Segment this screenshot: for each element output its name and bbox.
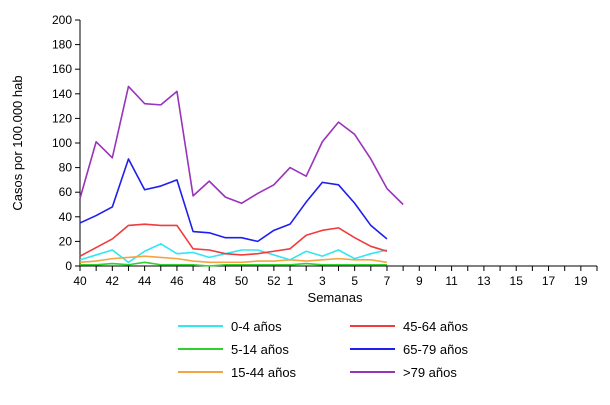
- x-tick-label: 3: [319, 274, 326, 288]
- y-tick-label: 180: [52, 38, 72, 52]
- y-tick-label: 140: [52, 87, 72, 101]
- x-axis-title: Semanas: [308, 290, 363, 305]
- y-tick-label: 120: [52, 111, 72, 125]
- series-line-0: [79, 243, 388, 264]
- x-tick-label: 48: [203, 274, 217, 288]
- x-tick-label: 1: [287, 274, 294, 288]
- x-tick-label: 40: [73, 274, 87, 288]
- y-tick-label: 40: [59, 210, 73, 224]
- legend-label-2: 15-44 años: [231, 365, 297, 380]
- x-tick-label: 15: [510, 274, 524, 288]
- x-tick-label: 44: [138, 274, 152, 288]
- chart-legend: 0-4 años 5-14 años 15-44 años 45-64 años 65-…: [178, 319, 469, 380]
- series-line-2: [79, 255, 388, 264]
- series-line-5: [79, 85, 404, 206]
- y-tick-label: 200: [52, 13, 72, 27]
- legend-label-0: 0-4 años: [231, 319, 282, 334]
- y-tick-label: 0: [65, 259, 72, 273]
- y-tick-label: 160: [52, 62, 72, 76]
- x-tick-label: 7: [384, 274, 391, 288]
- series-line-1: [80, 261, 387, 267]
- legend-label-1: 5-14 años: [231, 342, 289, 357]
- y-tick-label: 80: [59, 161, 73, 175]
- legend-label-3: 45-64 años: [403, 319, 469, 334]
- y-tick-label: 20: [59, 234, 73, 248]
- y-tick-label: 100: [52, 136, 72, 150]
- y-tick-label: 60: [59, 185, 73, 199]
- chart-series: [79, 85, 404, 267]
- x-tick-label: 19: [574, 274, 588, 288]
- x-tick-label: 17: [542, 274, 556, 288]
- x-tick-label: 42: [106, 274, 120, 288]
- series-line-3: [79, 223, 388, 257]
- x-tick-label: 46: [170, 274, 184, 288]
- chart-axes: 0 20 40 60 80 100 120 140 160 180 200 40 42 44 46 48 50 5…: [52, 13, 598, 288]
- x-tick-label: 50: [235, 274, 249, 288]
- x-tick-label: 11: [445, 274, 458, 288]
- x-tick-label: 5: [351, 274, 358, 288]
- x-tick-label: 9: [416, 274, 423, 288]
- legend-label-4: 65-79 años: [403, 342, 469, 357]
- series-line-4: [79, 158, 388, 243]
- legend-label-5: >79 años: [403, 365, 457, 380]
- y-axis-title: Casos por 100.000 hab: [10, 75, 25, 210]
- x-tick-label: 13: [477, 274, 491, 288]
- x-tick-label: 52: [267, 274, 281, 288]
